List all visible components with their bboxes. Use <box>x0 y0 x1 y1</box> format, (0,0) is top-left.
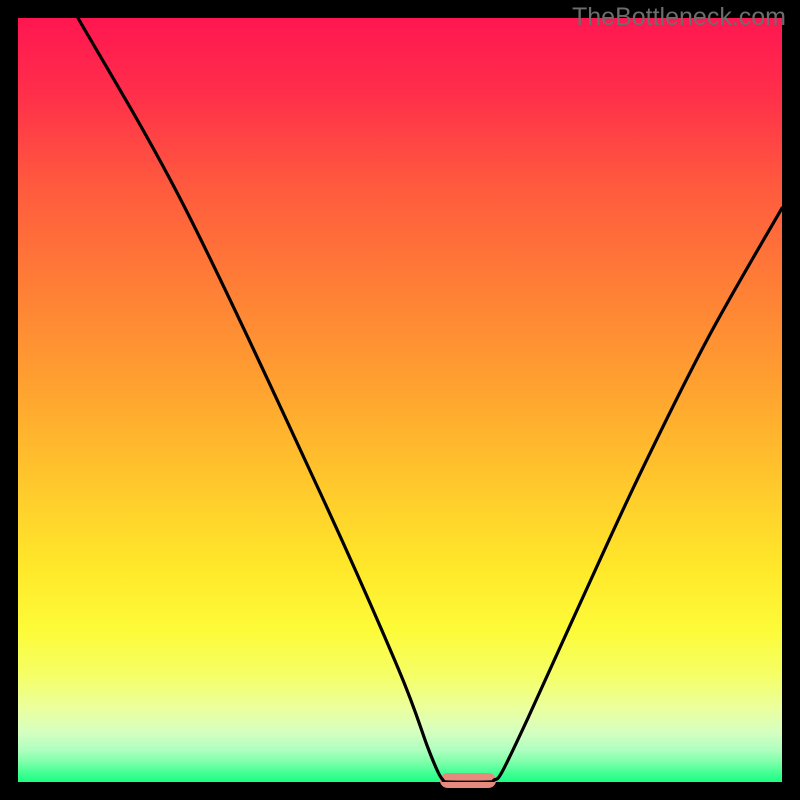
plot-area <box>18 18 782 782</box>
chart-container: TheBottleneck.com <box>0 0 800 800</box>
bottleneck-curve <box>18 18 782 782</box>
watermark-text: TheBottleneck.com <box>572 3 786 32</box>
